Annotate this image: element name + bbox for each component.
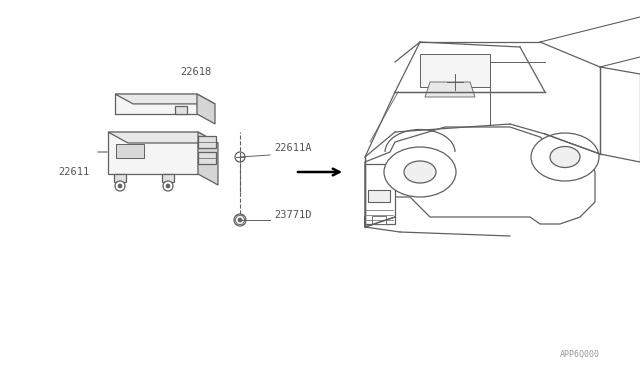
Circle shape	[234, 214, 246, 226]
Text: APP6Q000: APP6Q000	[560, 350, 600, 359]
Text: 23771D: 23771D	[274, 210, 312, 220]
Polygon shape	[108, 132, 198, 174]
Circle shape	[166, 184, 170, 188]
Polygon shape	[115, 94, 215, 104]
Polygon shape	[114, 174, 126, 182]
Polygon shape	[420, 54, 490, 87]
FancyBboxPatch shape	[116, 144, 144, 158]
Polygon shape	[175, 106, 187, 114]
Text: 22611A: 22611A	[274, 143, 312, 153]
Circle shape	[235, 152, 245, 162]
Polygon shape	[425, 82, 475, 97]
Ellipse shape	[404, 161, 436, 183]
FancyBboxPatch shape	[365, 164, 395, 224]
Ellipse shape	[384, 147, 456, 197]
Polygon shape	[198, 132, 218, 185]
Circle shape	[115, 181, 125, 191]
Polygon shape	[108, 132, 218, 143]
FancyBboxPatch shape	[368, 190, 390, 202]
Ellipse shape	[531, 133, 599, 181]
Circle shape	[118, 184, 122, 188]
Circle shape	[163, 181, 173, 191]
Polygon shape	[365, 127, 595, 227]
Ellipse shape	[550, 147, 580, 167]
Polygon shape	[197, 94, 215, 124]
FancyBboxPatch shape	[198, 136, 216, 148]
FancyBboxPatch shape	[198, 152, 216, 164]
Text: 22618: 22618	[180, 67, 212, 77]
Polygon shape	[115, 94, 197, 114]
Text: 22611: 22611	[58, 167, 89, 177]
Polygon shape	[162, 174, 174, 182]
Circle shape	[238, 218, 242, 222]
FancyBboxPatch shape	[372, 216, 386, 224]
